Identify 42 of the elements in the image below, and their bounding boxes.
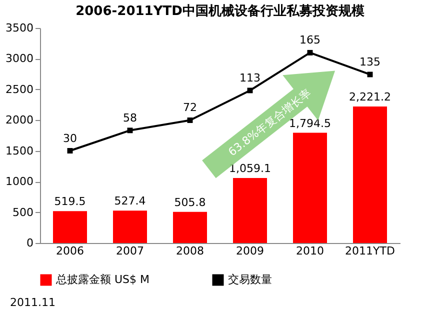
data-label: 165	[300, 34, 320, 47]
data-label: 30	[63, 132, 77, 145]
point	[307, 50, 313, 56]
y-tick-label: 3500	[6, 22, 34, 34]
data-label: 519.5	[54, 195, 86, 208]
point	[67, 148, 73, 154]
x-tick-label: 2007	[116, 244, 144, 258]
point	[367, 72, 373, 78]
y-tick-label: 2000	[6, 114, 34, 127]
data-label: 135	[360, 55, 380, 68]
bar	[293, 132, 327, 243]
y-tick-label: 1500	[6, 144, 34, 158]
data-label: 527.4	[114, 194, 146, 208]
bar	[233, 178, 267, 243]
bar	[113, 210, 147, 243]
bar	[53, 211, 87, 243]
legend-label: 交易数量	[228, 273, 272, 286]
bar	[173, 212, 207, 243]
x-tick-label: 2008	[176, 244, 204, 258]
chart-title: 2006-2011YTD中国机械设备行业私募投资规模	[76, 4, 364, 19]
data-label: 1,059.1	[229, 162, 271, 175]
legend-label: 总披露金额 US$ M	[55, 273, 150, 286]
y-tick-label: 1000	[6, 175, 34, 188]
y-tick-label: 2500	[6, 82, 34, 96]
bar	[353, 106, 387, 243]
data-label: 58	[123, 111, 137, 124]
x-tick-label: 2011YTD	[345, 244, 395, 258]
point	[247, 88, 253, 94]
data-label: 2,221.2	[349, 90, 391, 104]
data-label: 113	[240, 71, 260, 84]
data-label: 505.8	[174, 196, 206, 209]
text: 2011.11	[10, 296, 56, 309]
x-tick-label: 2006	[56, 244, 84, 258]
data-label: 1,794.5	[289, 116, 331, 130]
data-label: 72	[183, 101, 197, 114]
y-tick-label: 0	[26, 236, 34, 250]
y-tick-label: 500	[12, 206, 34, 219]
point	[127, 128, 133, 134]
point	[187, 118, 193, 123]
y-tick-label: 3000	[6, 52, 34, 66]
x-tick-label: 2010	[296, 244, 324, 258]
x-tick-label: 2009	[236, 244, 264, 258]
